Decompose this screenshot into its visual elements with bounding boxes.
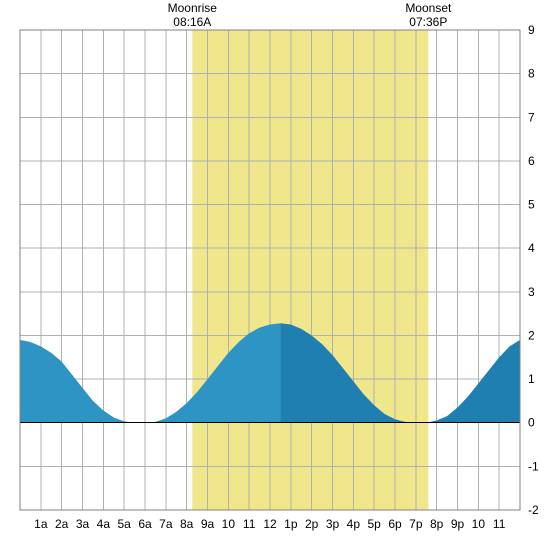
x-tick-label: 10	[222, 517, 236, 531]
y-tick-label: 0	[528, 416, 535, 430]
moon-band	[192, 30, 428, 510]
x-tick-label: 4p	[347, 517, 361, 531]
y-tick-label: 4	[528, 241, 535, 255]
moonrise-time: 08:16A	[173, 15, 211, 29]
y-tick-label: 1	[528, 372, 535, 386]
x-tick-label: 4a	[97, 517, 111, 531]
x-tick-label: 1p	[284, 517, 298, 531]
x-tick-label: 8p	[430, 517, 444, 531]
y-tick-label: 2	[528, 328, 535, 342]
x-tick-label: 6a	[138, 517, 152, 531]
moonrise-title: Moonrise	[168, 1, 218, 15]
x-tick-label: 5a	[117, 517, 131, 531]
chart-svg: 1a2a3a4a5a6a7a8a9a1011121p2p3p4p5p6p7p8p…	[0, 0, 550, 550]
x-tick-label: 8a	[180, 517, 194, 531]
x-tick-label: 7p	[409, 517, 423, 531]
x-tick-label: 3p	[326, 517, 340, 531]
x-tick-label: 7a	[159, 517, 173, 531]
x-tick-label: 9p	[451, 517, 465, 531]
x-tick-label: 1a	[34, 517, 48, 531]
x-tick-label: 9a	[201, 517, 215, 531]
x-tick-label: 3a	[76, 517, 90, 531]
x-tick-label: 12	[263, 517, 277, 531]
y-tick-label: -2	[528, 503, 539, 517]
y-tick-label: 7	[528, 110, 535, 124]
x-tick-label: 2a	[55, 517, 69, 531]
y-tick-label: 8	[528, 67, 535, 81]
x-tick-label: 6p	[388, 517, 402, 531]
tide-chart: 1a2a3a4a5a6a7a8a9a1011121p2p3p4p5p6p7p8p…	[0, 0, 550, 550]
x-tick-label: 5p	[367, 517, 381, 531]
y-tick-label: 6	[528, 154, 535, 168]
y-tick-label: -1	[528, 459, 539, 473]
x-tick-label: 11	[493, 517, 506, 531]
x-tick-label: 11	[243, 517, 256, 531]
x-tick-label: 10	[472, 517, 486, 531]
x-tick-label: 2p	[305, 517, 319, 531]
y-tick-label: 3	[528, 285, 535, 299]
moonset-time: 07:36P	[409, 15, 447, 29]
moonset-title: Moonset	[405, 1, 452, 15]
y-tick-label: 5	[528, 198, 535, 212]
y-tick-label: 9	[528, 23, 535, 37]
